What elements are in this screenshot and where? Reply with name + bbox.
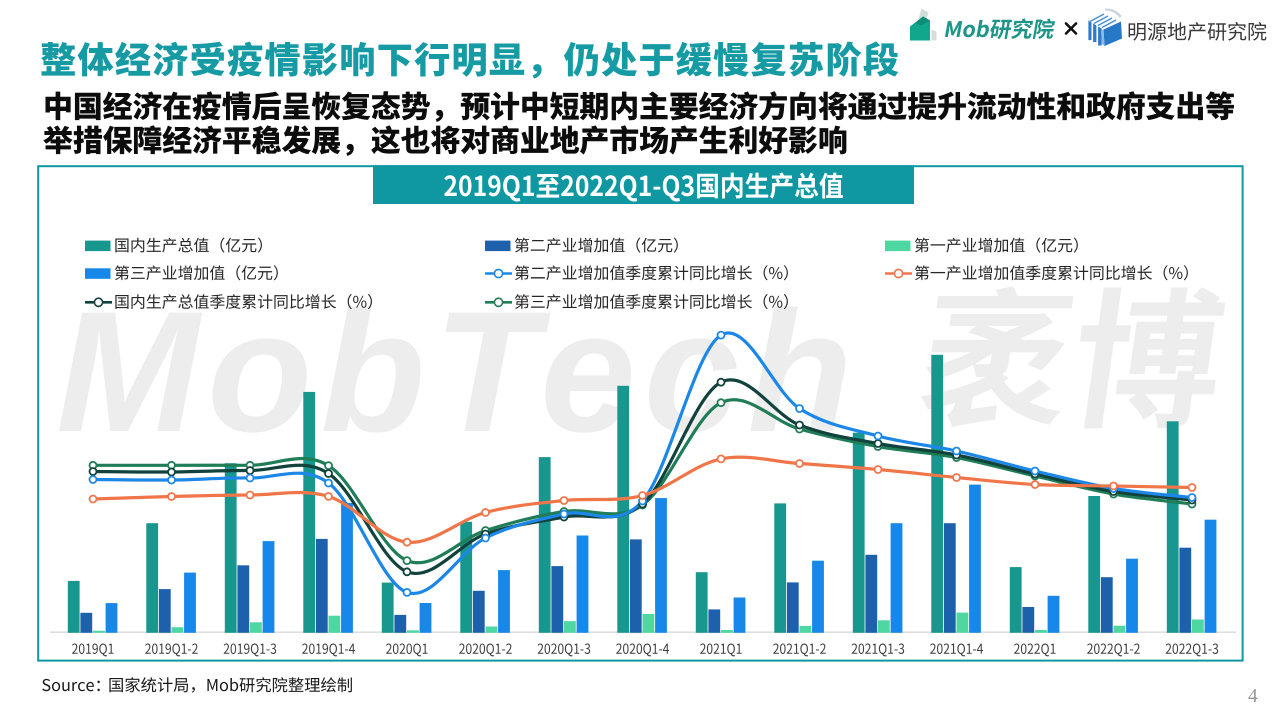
svg-text:MobTech: MobTech [56,276,860,468]
svg-text:4: 4 [1248,686,1258,707]
